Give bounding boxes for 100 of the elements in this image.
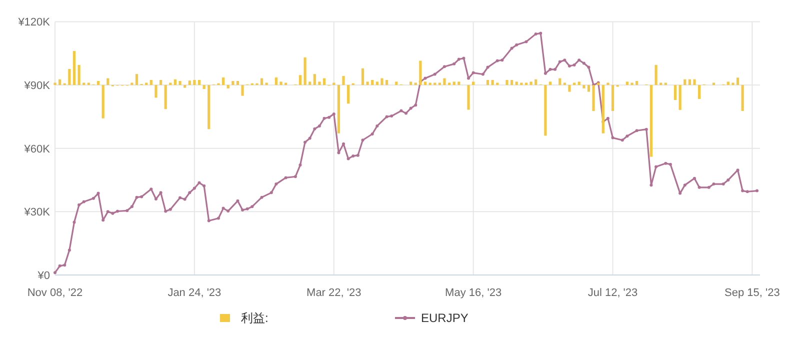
- bar: [611, 85, 614, 111]
- bar: [145, 82, 148, 86]
- bar: [438, 82, 441, 86]
- bar: [159, 80, 162, 86]
- bar: [280, 82, 282, 86]
- bar: [534, 79, 538, 86]
- bar: [558, 78, 562, 86]
- bar: [102, 85, 104, 118]
- bar: [510, 80, 514, 86]
- bar: [130, 82, 134, 86]
- bar: [284, 82, 288, 86]
- bar: [592, 85, 595, 111]
- bar: [260, 78, 264, 86]
- bar: [563, 82, 566, 86]
- bar: [654, 64, 658, 86]
- bar: [458, 82, 460, 86]
- bar: [241, 85, 244, 96]
- bar: [626, 82, 628, 86]
- bar: [414, 82, 417, 86]
- bar: [678, 85, 682, 110]
- bar: [332, 82, 336, 86]
- bar: [82, 82, 86, 86]
- bar: [741, 85, 744, 111]
- bar: [568, 85, 571, 92]
- bar: [222, 77, 225, 86]
- bar: [193, 80, 196, 86]
- bar: [202, 85, 206, 90]
- bar: [515, 82, 518, 86]
- bar: [712, 82, 716, 86]
- bar: [232, 81, 234, 86]
- bar: [184, 85, 186, 88]
- bar: [298, 75, 302, 86]
- legend-label: EURJPY: [421, 311, 468, 325]
- y-tick-label: ¥90K: [23, 80, 51, 92]
- y-tick-label: ¥30K: [23, 206, 51, 219]
- bar: [78, 64, 80, 86]
- bar: [530, 82, 532, 86]
- bar: [650, 85, 653, 157]
- y-tick-label: ¥120K: [17, 16, 51, 29]
- bar: [395, 82, 398, 86]
- bar: [380, 78, 384, 86]
- bar: [664, 82, 667, 86]
- bar: [226, 85, 230, 88]
- bar: [54, 82, 56, 86]
- y-tick-label: ¥0: [36, 270, 50, 282]
- bar: [188, 80, 191, 86]
- bar: [736, 78, 740, 86]
- bar: [448, 82, 451, 86]
- bar: [428, 82, 432, 86]
- bar: [520, 82, 523, 86]
- bar: [318, 82, 321, 86]
- bar: [693, 79, 696, 86]
- legend-label: 利益:: [241, 311, 268, 325]
- bar: [347, 85, 350, 104]
- bar: [684, 79, 686, 86]
- bar: [496, 82, 499, 86]
- bar: [674, 85, 677, 100]
- bar: [472, 82, 475, 86]
- bar: [732, 82, 734, 86]
- bar: [548, 82, 552, 86]
- bar: [72, 51, 76, 86]
- bar: [58, 79, 62, 86]
- bar: [698, 85, 701, 99]
- bar: [688, 79, 691, 86]
- bar: [174, 79, 177, 86]
- bar: [106, 78, 110, 86]
- bar: [467, 85, 470, 110]
- bar: [265, 82, 268, 86]
- bar: [178, 81, 182, 86]
- bar: [337, 85, 340, 134]
- bar: [169, 82, 172, 86]
- bar: [486, 80, 490, 86]
- bar: [726, 82, 730, 86]
- bar: [236, 81, 240, 86]
- bar: [491, 80, 494, 86]
- bar: [154, 85, 158, 98]
- bar: [630, 82, 634, 86]
- bar: [544, 85, 547, 136]
- bar: [150, 80, 152, 86]
- x-tick-label: Nov 08, '22: [27, 287, 83, 299]
- bar: [582, 85, 586, 88]
- bar: [572, 82, 576, 86]
- bar: [385, 80, 388, 86]
- bar: [313, 74, 316, 86]
- bar: [660, 82, 662, 86]
- bar: [342, 76, 345, 86]
- x-tick-label: Sep 15, '23: [724, 287, 780, 299]
- bar: [606, 82, 610, 86]
- bar: [443, 78, 446, 86]
- bar: [410, 82, 412, 86]
- bar: [361, 68, 364, 86]
- bar: [578, 82, 580, 86]
- bar: [135, 74, 138, 86]
- bar: [452, 82, 456, 86]
- bar: [419, 60, 422, 86]
- bar: [304, 57, 306, 86]
- bar: [322, 78, 326, 86]
- bar: [524, 82, 528, 86]
- x-tick-label: Jul 12, '23: [588, 287, 638, 299]
- bar: [308, 82, 312, 86]
